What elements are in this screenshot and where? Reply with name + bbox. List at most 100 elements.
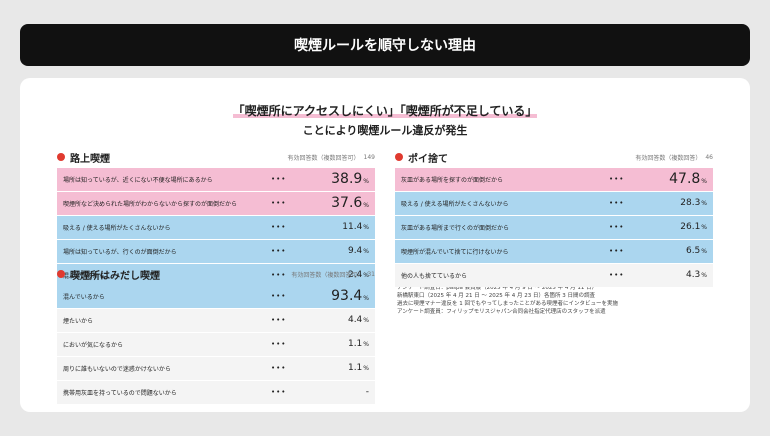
unit: % [701, 200, 707, 208]
section-header: ポイ捨て 有効回答数（複数回答） 46 [395, 150, 713, 165]
headline-line2: ことにより喫煙ルール違反が発生 [302, 124, 468, 137]
headline-line1: 「喫煙所にアクセスしにくい」「喫煙所が不足している」 [232, 104, 538, 118]
unit: % [363, 272, 369, 280]
row: 場所は知っているが、近くにない不便な場所にあるから ••• 38.9% [57, 168, 375, 191]
row-label: 吸える / 使える場所がたくさんないから [401, 200, 509, 208]
row-value-box: 26.1% [649, 222, 707, 232]
row: 混んでいるから ••• 93.4% [57, 285, 375, 308]
row: 他の人も捨てているから ••• 4.3% [395, 264, 713, 287]
row: 煙たいから ••• 4.4% [57, 309, 375, 332]
dots: ••• [271, 364, 287, 373]
bullet [57, 153, 65, 161]
section: ポイ捨て 有効回答数（複数回答） 46 灰皿がある場所を探すのが面倒だから ••• 47.… [395, 150, 713, 288]
row-value-box: 4.4% [311, 315, 369, 325]
dots: ••• [271, 292, 287, 301]
row-value-box: 28.3% [649, 198, 707, 208]
row: 混んでいるから ••• 2.4% [57, 264, 375, 287]
respondents-label: 有効回答数（複数回答可） [291, 271, 364, 279]
row-value-box: 2.4% [311, 270, 369, 280]
row-value: 28.3 [680, 198, 701, 209]
row-label: 混んでいるから [63, 272, 105, 280]
row-value: 2.4 [347, 270, 363, 281]
row-label: 喫煙所など決められた場所がわからないから探すのが面倒だから [63, 200, 238, 208]
dots: ••• [609, 223, 625, 232]
row: 周りに誰もいないので迷惑かけないから ••• 1.1% [57, 357, 375, 380]
unit: % [363, 178, 369, 186]
row-value-box: 11.4% [311, 222, 369, 232]
section-title: 喫煙所はみだし喫煙 [70, 270, 160, 282]
respondents: 46 [705, 153, 713, 161]
note: 過去に喫煙マナー違反を 1 回でもやってしまったことがある喫煙者にインタビューを… [397, 301, 619, 307]
unit: % [363, 365, 369, 373]
row-value: 11.4 [342, 222, 363, 233]
unit: % [363, 224, 369, 232]
note: 新橋駅東口（2025 年 4 月 21 日 ～ 2025 年 4 月 23 日）… [397, 293, 595, 299]
row-value: 4.4 [347, 315, 363, 326]
dots: ••• [271, 316, 287, 325]
row-value: - [365, 387, 369, 398]
row-label: 携帯用灰皿を持っているので問題ないから [63, 389, 177, 397]
dots: ••• [271, 340, 287, 349]
dots: ••• [271, 388, 287, 397]
note: アンケート調査員：フィリップモリスジャパン合同会社指定代理店のスタッフを派遣 [397, 309, 606, 315]
section: 路上喫煙 有効回答数（複数回答可） 149 場所は知っているが、近くにない不便な場所に… [57, 150, 375, 288]
dots: ••• [271, 199, 287, 208]
section-title: ポイ捨て [408, 153, 448, 165]
bullet [57, 270, 65, 278]
row-value: 37.6 [331, 195, 363, 212]
dots: ••• [271, 271, 287, 280]
row: においが気になるから ••• 1.1% [57, 333, 375, 356]
row: 吸える / 使える場所がたくさんないから ••• 28.3% [395, 192, 713, 215]
row-label: 喫煙所が混んでいて捨てに行けないから [401, 248, 509, 256]
dots: ••• [609, 247, 625, 256]
row-value: 26.1 [680, 222, 701, 233]
row-value: 1.1 [347, 339, 363, 350]
unit: % [363, 202, 369, 210]
row-label: においが気になるから [63, 341, 124, 349]
dots: ••• [271, 223, 287, 232]
row-label: 灰皿がある場所を探すのが面倒だから [401, 176, 504, 184]
unit: % [363, 341, 369, 349]
row: 灰皿がある場所を探すのが面倒だから ••• 47.8% [395, 168, 713, 191]
unit: % [363, 317, 369, 325]
respondents-label: 有効回答数（複数回答） [635, 154, 702, 162]
headline: 「喫煙所にアクセスしにくい」「喫煙所が不足している」 [20, 102, 750, 119]
section-header: 路上喫煙 有効回答数（複数回答可） 149 [57, 150, 375, 165]
row-label: 他の人も捨てているから [401, 272, 468, 280]
note: アンケート調査日：paspa 会員版（2025 年 4 月 9 日 ～ 2025… [397, 285, 598, 291]
row-label: 場所は知っているが、行くのが面倒だから [63, 248, 177, 256]
row-value-box: 9.4% [311, 246, 369, 256]
card: 「喫煙所にアクセスしにくい」「喫煙所が不足している」 ことにより喫煙ルール違反が… [20, 78, 750, 412]
unit: % [701, 248, 707, 256]
unit: % [363, 295, 369, 303]
row-value: 1.1 [347, 363, 363, 374]
row: 場所は知っているが、行くのが面倒だから ••• 9.4% [57, 240, 375, 263]
dots: ••• [609, 175, 625, 184]
respondents: 31 [367, 270, 375, 278]
dots: ••• [609, 199, 625, 208]
unit: % [363, 248, 369, 256]
row: 吸える / 使える場所がたくさんないから ••• 11.4% [57, 216, 375, 239]
row: 喫煙所など決められた場所がわからないから探すのが面倒だから ••• 37.6% [57, 192, 375, 215]
unit: % [701, 224, 707, 232]
row-value: 9.4 [347, 246, 363, 257]
row-value-box: 4.3% [649, 270, 707, 280]
row-label: 煙たいから [63, 317, 94, 325]
respondents-label: 有効回答数（複数回答可） [287, 154, 360, 162]
respondents: 149 [363, 153, 375, 161]
row-value-box: 1.1% [311, 363, 369, 373]
row-label: 混んでいるから [63, 293, 105, 301]
dots: ••• [609, 271, 625, 280]
row: 灰皿がある場所まで行くのが面倒だから ••• 26.1% [395, 216, 713, 239]
row-value-box: 1.1% [311, 339, 369, 349]
row-value-box: 37.6% [311, 195, 369, 211]
row-value: 6.5 [685, 246, 701, 257]
row-value: 93.4 [331, 288, 363, 305]
header-title: 喫煙ルールを順守しない理由 [20, 24, 750, 66]
section: 喫煙所はみだし喫煙 有効回答数（複数回答可） 31 混んでいるから ••• 93.4% 煙た… [57, 267, 375, 405]
row-value: 47.8 [669, 171, 701, 188]
row-value: 4.3 [685, 270, 701, 281]
row-label: 吸える / 使える場所がたくさんないから [63, 224, 171, 232]
section-title: 路上喫煙 [70, 153, 110, 165]
